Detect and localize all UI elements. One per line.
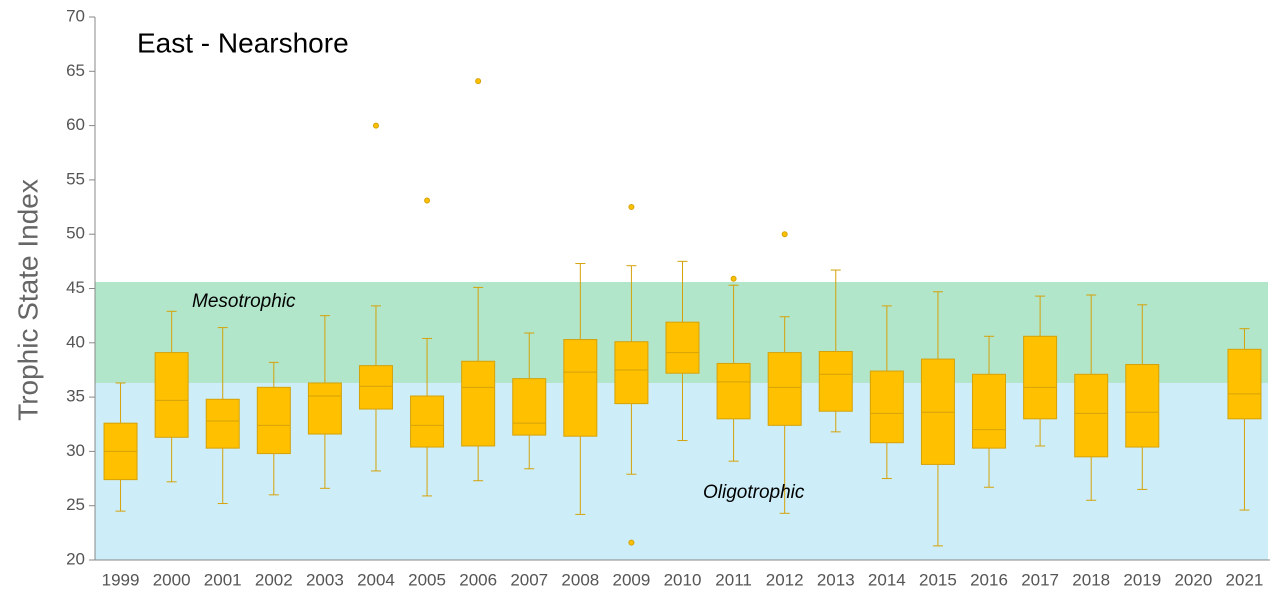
x-tick-label: 2006 [459,570,497,589]
y-tick-label: 30 [66,441,85,460]
x-tick-label: 2014 [868,570,906,589]
x-tick-label: 2020 [1174,570,1212,589]
x-tick-label: 2000 [153,570,191,589]
box [410,395,445,448]
band-label: Oligotrophic [703,482,805,503]
y-tick-label: 25 [66,495,85,514]
y-tick-label: 35 [66,387,85,406]
x-tick-label: 2009 [612,570,650,589]
box [1074,373,1109,458]
y-axis-label: Trophic State Index [12,179,43,421]
x-tick-label: 2021 [1226,570,1264,589]
box [461,360,496,447]
x-tick-label: 2010 [664,570,702,589]
outlier [781,231,788,238]
x-tick-label: 2018 [1072,570,1110,589]
box [972,373,1007,449]
x-tick-label: 2011 [715,570,752,589]
y-tick-label: 65 [66,61,85,80]
box [1227,348,1262,420]
box [767,352,802,426]
x-tick-label: 2017 [1021,570,1059,589]
outlier [628,204,635,211]
box [614,341,649,405]
x-tick-label: 2003 [306,570,344,589]
outlier [372,122,379,129]
box [307,382,342,435]
marks [103,78,1262,547]
outlier [730,275,737,282]
box [818,350,853,412]
x-tick-label: 2016 [970,570,1008,589]
x-tick-label: 2012 [766,570,804,589]
box [205,398,240,449]
outlier [424,197,431,204]
x-tick-label: 2001 [204,570,242,589]
box [665,321,700,374]
y-tick-label: 55 [66,169,85,188]
box [358,365,393,410]
x-tick-label: 2002 [255,570,293,589]
box [256,386,291,455]
box [1023,335,1058,420]
y-tick-label: 50 [66,224,85,243]
outlier [628,539,635,546]
x-tick-label: 2015 [919,570,957,589]
chart-title: East - Nearshore [137,27,349,58]
box [154,352,189,438]
box [1125,364,1160,448]
x-tick-label: 2004 [357,570,395,589]
y-tick-label: 70 [66,6,85,25]
box [716,362,751,420]
y-tick-label: 60 [66,115,85,134]
x-tick-label: 2008 [561,570,599,589]
band-label: Mesotrophic [192,291,296,312]
box [920,358,955,465]
x-tick-label: 2019 [1123,570,1161,589]
box [563,339,598,437]
y-tick-label: 45 [66,278,85,297]
x-tick-label: 1999 [102,570,140,589]
x-tick-label: 2007 [510,570,548,589]
y-tick-label: 20 [66,549,85,568]
box [512,378,547,436]
outlier [475,78,482,85]
y-tick-label: 40 [66,332,85,351]
box [869,370,904,444]
x-tick-label: 2013 [817,570,855,589]
x-tick-label: 2005 [408,570,446,589]
